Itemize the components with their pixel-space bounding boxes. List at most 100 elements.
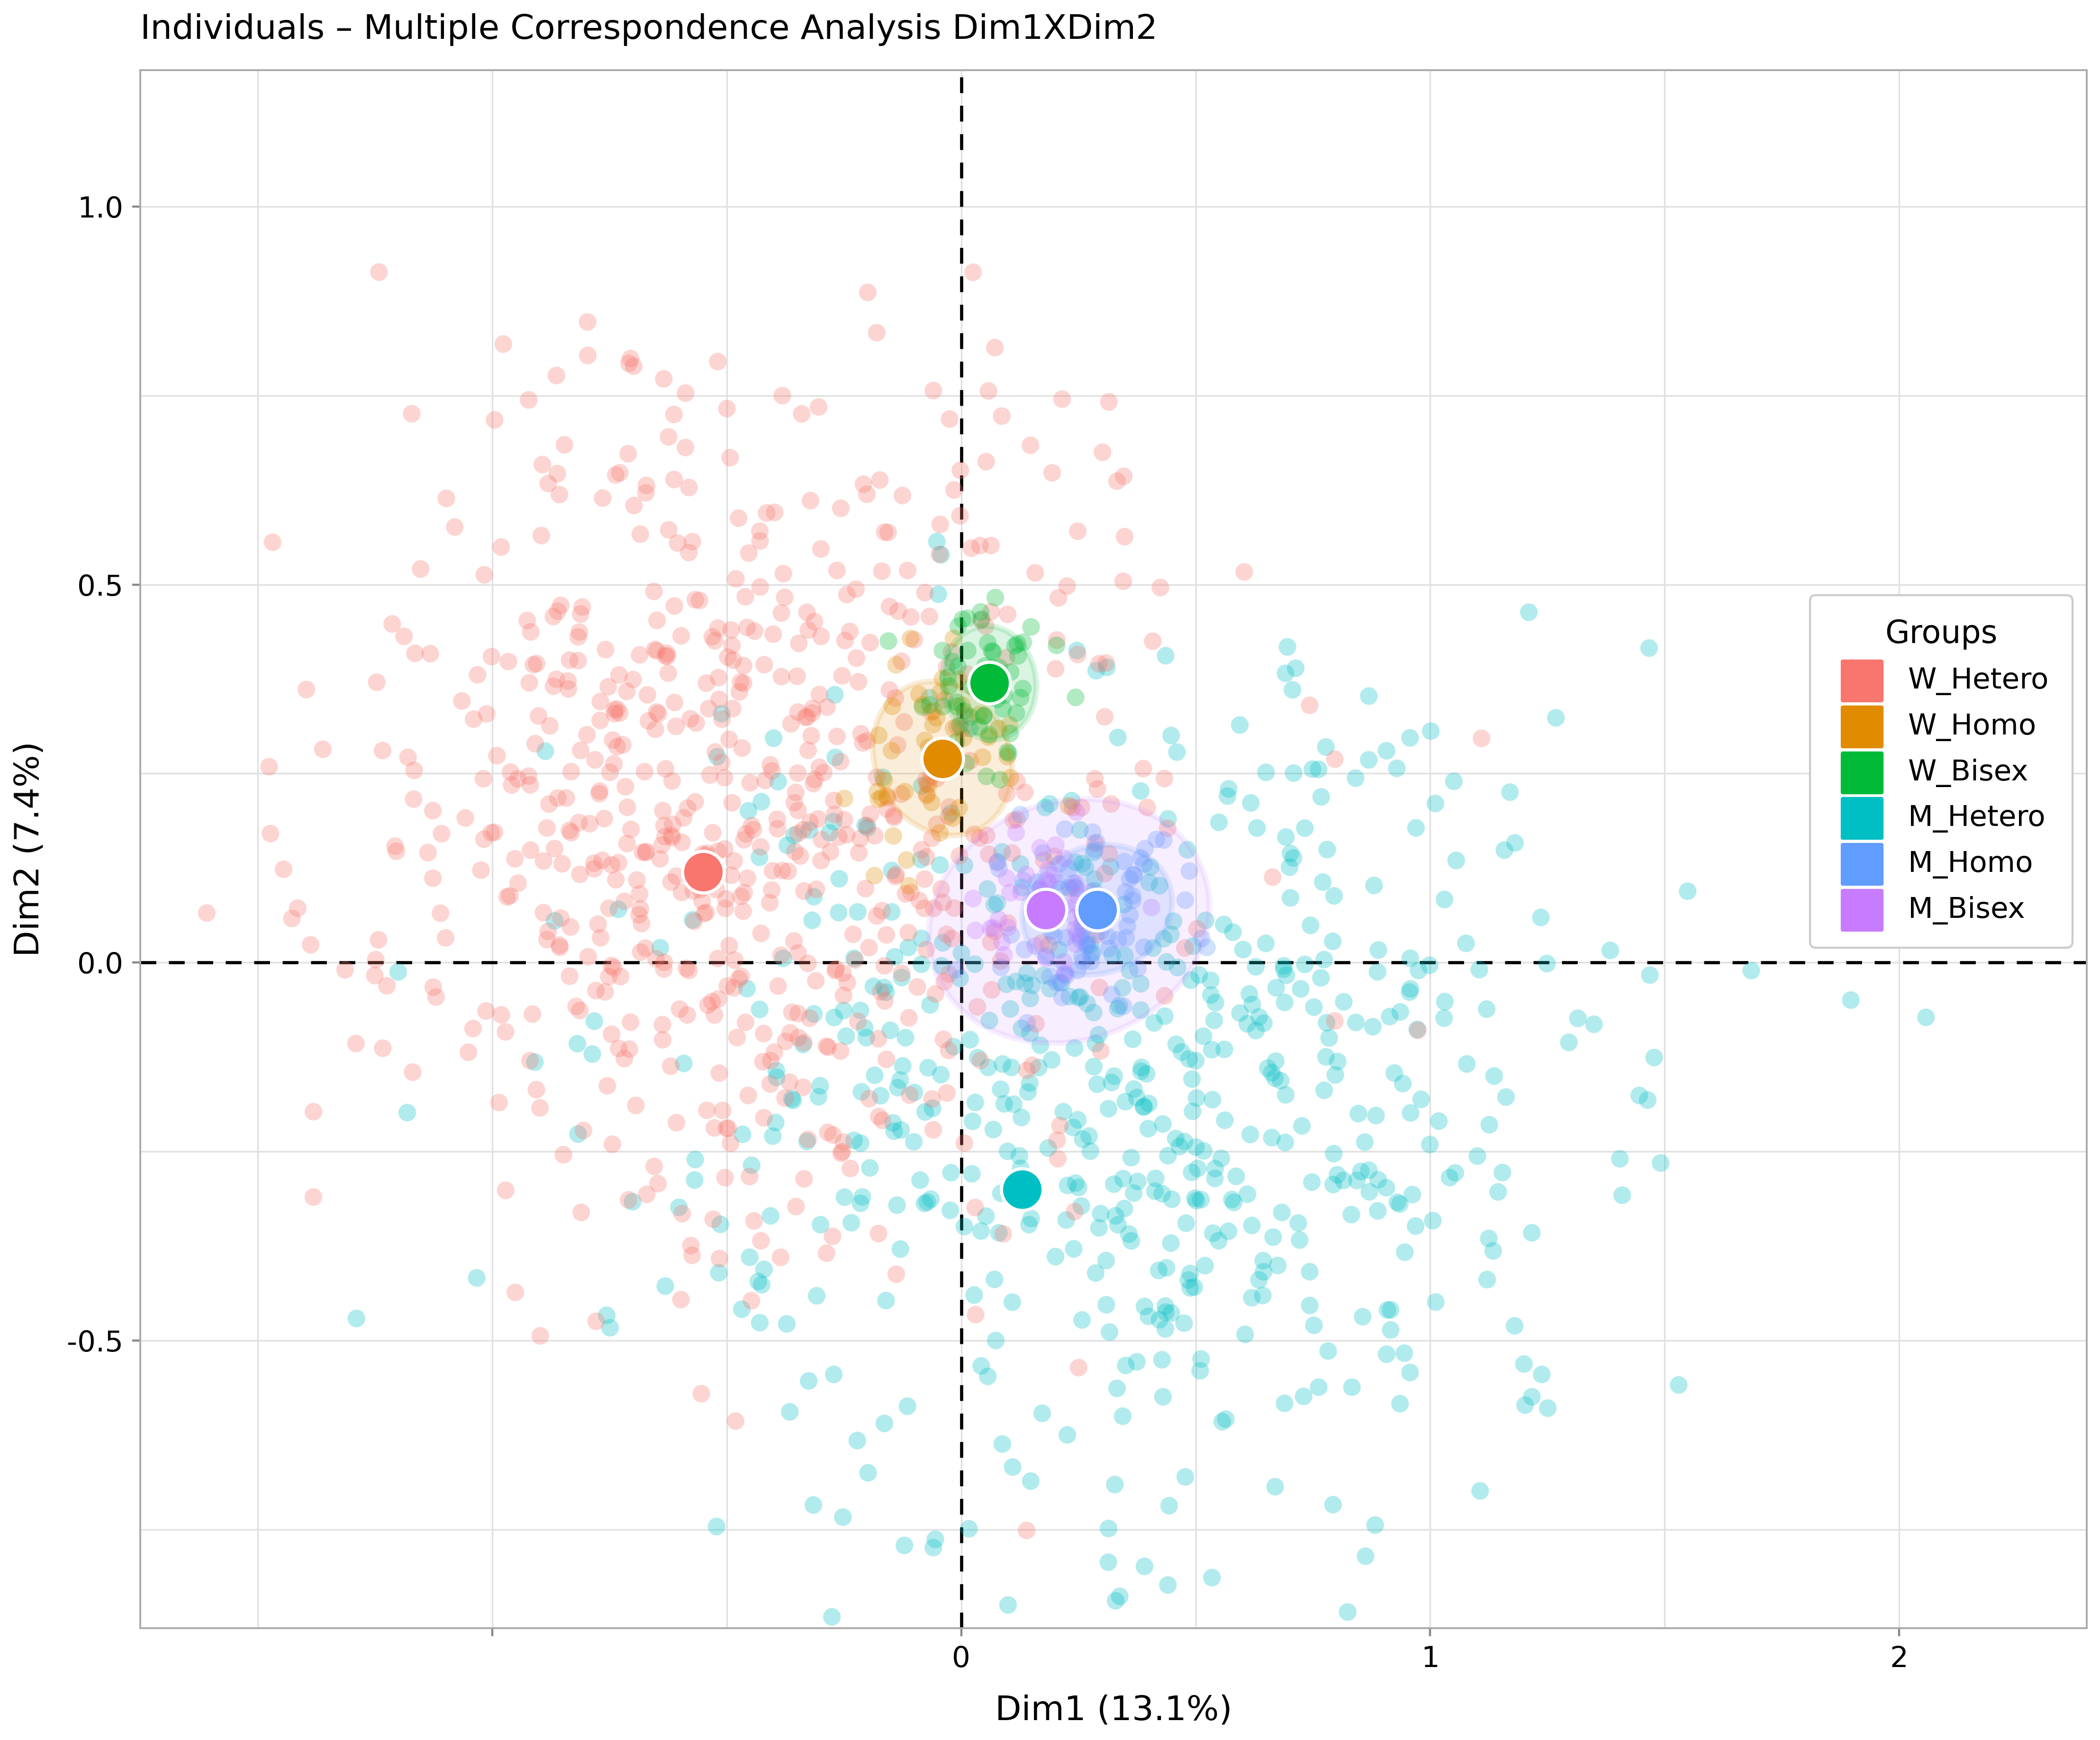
Point (1428, 1004, 1462, 1032)
Point (880, 861, 914, 889)
Point (1084, 917, 1117, 945)
Point (1252, 1054, 1285, 1082)
Point (1000, 967, 1033, 995)
Point (863, 1082, 897, 1110)
Point (907, 894, 941, 922)
Point (1128, 1093, 1161, 1121)
Point (1331, 1597, 1365, 1625)
Point (1098, 1061, 1132, 1089)
Point (964, 606, 998, 633)
Point (1397, 1181, 1430, 1209)
Point (1239, 954, 1273, 981)
Point (571, 308, 605, 336)
Point (1256, 863, 1289, 891)
Point (951, 1516, 985, 1543)
Point (397, 785, 430, 813)
Point (1302, 755, 1336, 783)
Point (1077, 839, 1111, 867)
Point (1115, 1025, 1149, 1053)
Point (972, 668, 1006, 696)
Point (1508, 1392, 1541, 1420)
Point (834, 1155, 867, 1183)
Point (1415, 1208, 1449, 1235)
Point (991, 1590, 1025, 1618)
Point (1014, 1467, 1048, 1495)
Point (819, 680, 853, 708)
Point (895, 625, 928, 652)
Point (1392, 724, 1426, 752)
Point (788, 1028, 821, 1056)
Point (563, 809, 596, 837)
Point (878, 1117, 911, 1145)
Point (724, 962, 758, 990)
Point (924, 541, 958, 569)
Point (1144, 574, 1178, 602)
Point (603, 699, 636, 727)
Point (1319, 1007, 1352, 1035)
Point (1042, 585, 1075, 612)
Point (804, 623, 838, 651)
Point (683, 875, 716, 903)
Point (1386, 1070, 1420, 1098)
Point (395, 400, 428, 428)
Point (771, 1310, 804, 1338)
Point (958, 950, 991, 978)
Point (588, 978, 622, 1006)
Point (613, 1007, 647, 1035)
Point (1058, 1197, 1092, 1225)
Point (619, 867, 653, 894)
Point (590, 1302, 624, 1329)
Point (714, 861, 748, 889)
Point (1151, 1571, 1184, 1599)
Point (979, 583, 1012, 611)
Point (1176, 1065, 1210, 1093)
Point (596, 750, 630, 778)
Point (1023, 833, 1056, 861)
Point (540, 665, 573, 693)
Point (638, 945, 672, 973)
Point (1268, 1081, 1302, 1108)
Point (748, 1256, 781, 1284)
Point (601, 896, 634, 924)
Point (657, 466, 691, 494)
Point (720, 1023, 754, 1051)
Point (947, 851, 981, 879)
Point (863, 466, 897, 494)
Point (767, 1660, 800, 1688)
Point (727, 670, 760, 698)
Point (1012, 1068, 1046, 1096)
Point (846, 1183, 880, 1211)
Point (1107, 891, 1140, 919)
Point (874, 593, 907, 621)
Point (1109, 941, 1142, 969)
Point (1090, 652, 1124, 680)
Point (559, 992, 592, 1020)
Point (1134, 894, 1168, 922)
Point (1002, 630, 1035, 658)
Point (651, 659, 685, 687)
Point (924, 679, 958, 706)
Point (888, 778, 922, 806)
Point (651, 517, 685, 545)
Point (1182, 1357, 1216, 1385)
Point (932, 1037, 966, 1065)
Point (756, 875, 790, 903)
Point (897, 626, 930, 654)
Point (888, 708, 922, 736)
Point (1178, 1133, 1212, 1161)
Point (1352, 746, 1386, 774)
Point (1161, 954, 1195, 981)
Point (1735, 957, 1768, 985)
Point (867, 987, 901, 1014)
Point (1327, 1166, 1361, 1194)
Point (428, 924, 462, 952)
Point (424, 820, 458, 847)
Point (584, 924, 617, 952)
Point (1268, 988, 1302, 1016)
Point (817, 786, 850, 814)
Point (815, 1223, 848, 1251)
Point (1060, 920, 1094, 948)
Point (926, 637, 960, 665)
Text: Individuals – Multiple Correspondence Analysis Dim1XDim2: Individuals – Multiple Correspondence An… (141, 14, 1157, 45)
Point (1037, 861, 1071, 889)
